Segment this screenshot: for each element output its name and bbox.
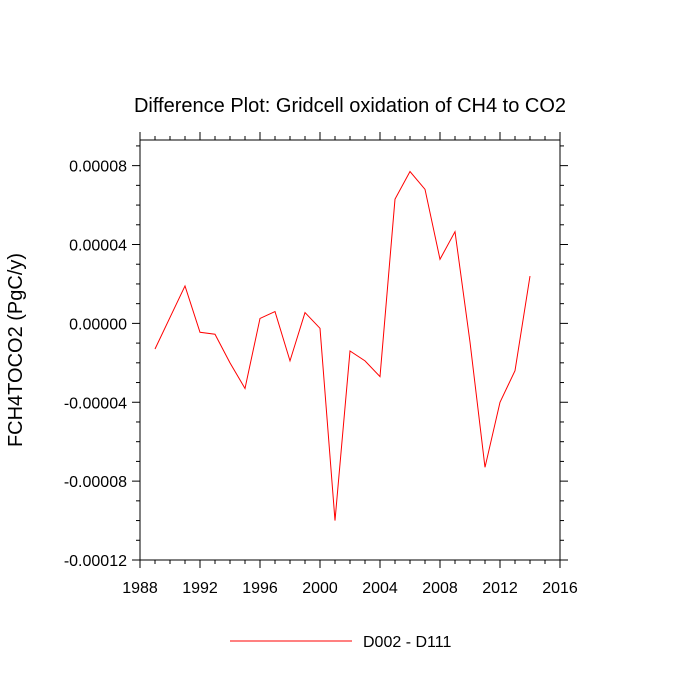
y-tick-label: -0.00004 bbox=[64, 395, 127, 412]
y-axis-label: FCH4TOCO2 (PgC/y) bbox=[5, 253, 27, 447]
y-tick-label: 0.00008 bbox=[69, 159, 127, 176]
x-axis bbox=[139, 132, 561, 568]
y-tick-label: 0.00004 bbox=[69, 238, 127, 255]
y-axis bbox=[132, 145, 568, 561]
y-tick-label: -0.00008 bbox=[64, 474, 127, 491]
x-tick-label: 1992 bbox=[182, 580, 218, 597]
x-tick-label: 2008 bbox=[422, 580, 458, 597]
x-tick-label: 2000 bbox=[302, 580, 338, 597]
y-tick-label: -0.00012 bbox=[64, 553, 127, 570]
series-points bbox=[155, 172, 530, 521]
x-tick-label: 1988 bbox=[122, 580, 158, 597]
x-tick-label: 2016 bbox=[542, 580, 578, 597]
legend-label-d002-d111: D002 - D111 bbox=[363, 634, 451, 651]
y-tick-label: 0.00000 bbox=[69, 316, 127, 333]
x-tick-label: 2004 bbox=[362, 580, 398, 597]
y-tick-labels: -0.00012 -0.00008 -0.00004 0.00000 0.00004 0.… bbox=[64, 159, 127, 570]
x-tick-label: 2012 bbox=[482, 580, 518, 597]
plot-area-frame bbox=[139, 139, 561, 561]
series-line-d002-d111 bbox=[154, 170, 531, 521]
x-tick-label: 1996 bbox=[242, 580, 278, 597]
chart-title: Difference Plot: Gridcell oxidation of C… bbox=[134, 95, 566, 117]
x-tick-labels: 1988 1992 1996 2000 2004 2008 2012 2016 bbox=[122, 580, 578, 597]
